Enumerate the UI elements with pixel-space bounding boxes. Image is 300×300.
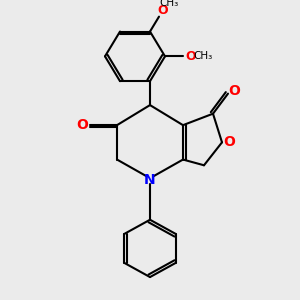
Text: O: O [228, 84, 240, 98]
Text: CH₃: CH₃ [193, 51, 212, 62]
Text: O: O [185, 50, 196, 63]
Text: CH₃: CH₃ [159, 0, 178, 8]
Text: O: O [224, 135, 236, 149]
Text: O: O [158, 4, 168, 17]
Text: O: O [76, 118, 88, 132]
Text: N: N [144, 172, 156, 187]
